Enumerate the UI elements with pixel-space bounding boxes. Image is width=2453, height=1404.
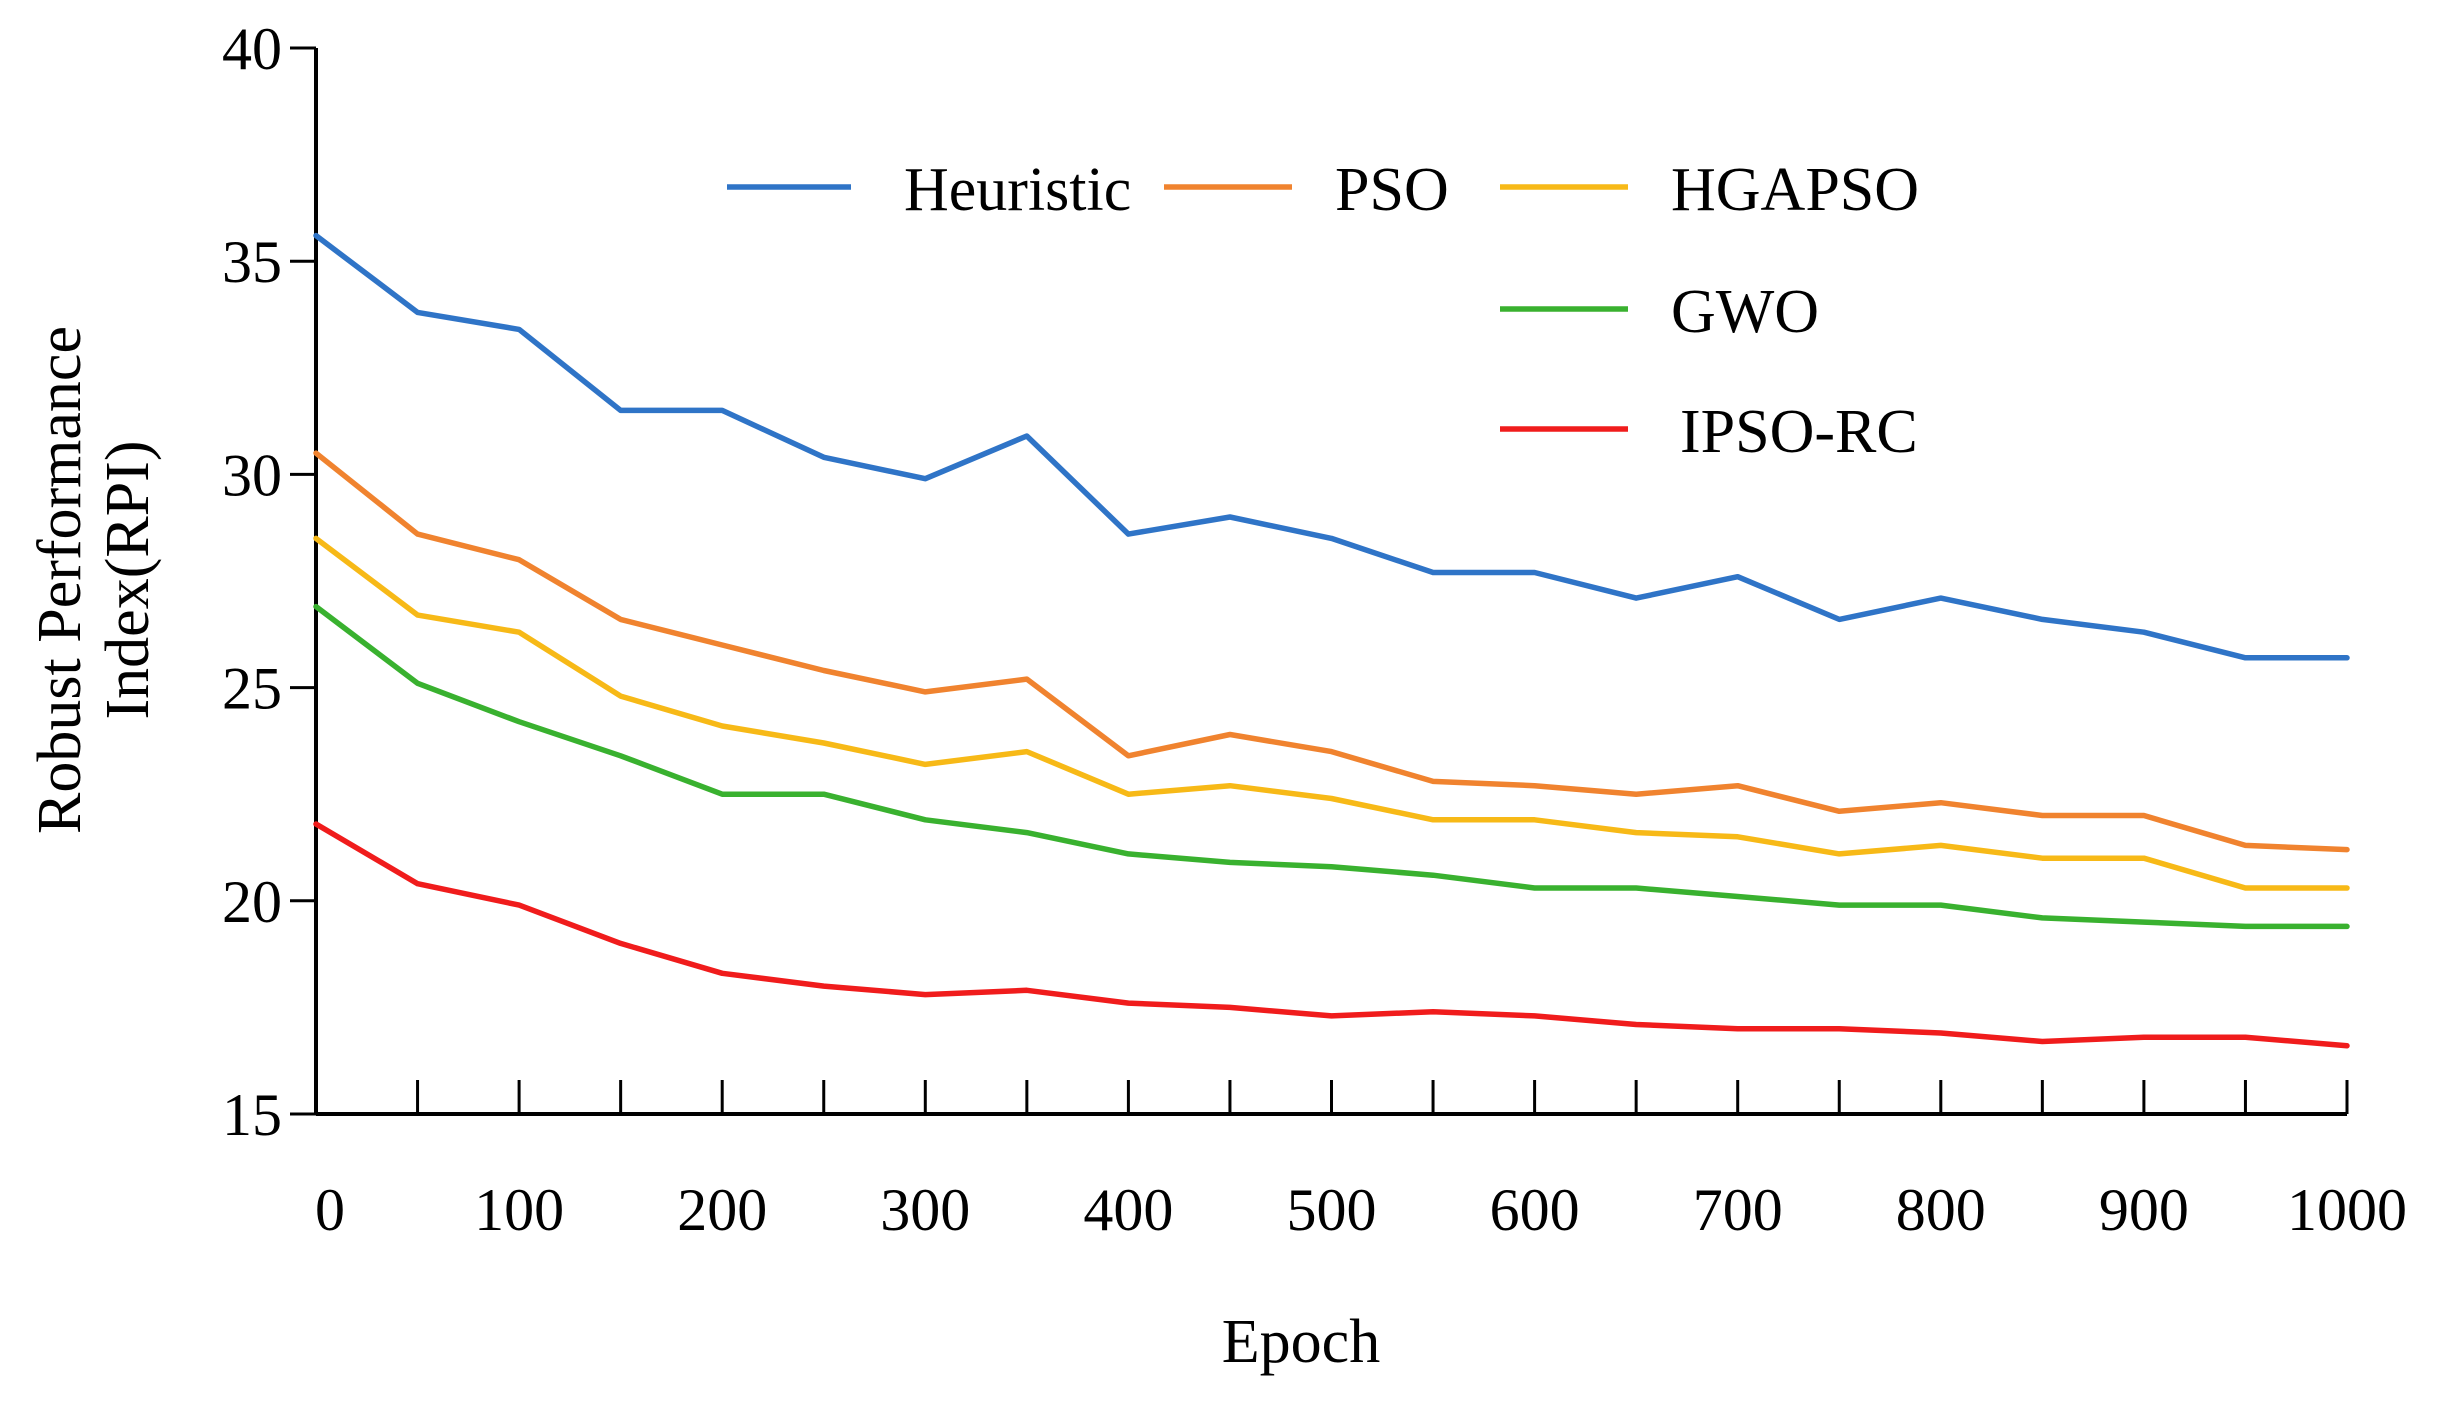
legend: Heuristic PSO HGAPSO GWO IPSO-RC — [727, 156, 1919, 466]
series-line-pso — [313, 450, 2350, 853]
x-tick-label: 900 — [2099, 1177, 2189, 1243]
legend-label-hgapso: HGAPSO — [1671, 156, 1919, 224]
x-axis-label: Epoch — [1222, 1308, 1380, 1376]
y-tick-label: 15 — [222, 1082, 282, 1148]
series-line-ipso-rc — [313, 821, 2350, 1049]
x-tick-label: 400 — [1083, 1177, 1173, 1243]
series-lines — [313, 232, 2350, 1049]
series-line-hgapso — [313, 535, 2350, 891]
y-tick-label: 35 — [222, 229, 282, 295]
x-tick-label: 200 — [677, 1177, 767, 1243]
x-tick-label: 700 — [1693, 1177, 1783, 1243]
legend-label-heuristic: Heuristic — [904, 156, 1131, 224]
x-tick-label: 500 — [1287, 1177, 1377, 1243]
x-tick-label: 800 — [1896, 1177, 1986, 1243]
legend-label-gwo: GWO — [1671, 278, 1819, 346]
y-axis-label-line-2: Index(RPI) — [94, 441, 162, 720]
x-tick-label: 600 — [1490, 1177, 1580, 1243]
x-tick-label: 1000 — [2287, 1177, 2407, 1243]
x-tick-label: 100 — [474, 1177, 564, 1243]
x-ticks: 0 100 200 300 400 500 600 700 800 900 1000 — [314, 1080, 2407, 1243]
y-tick-label: 20 — [222, 869, 282, 935]
y-tick-label: 30 — [222, 442, 282, 508]
axes: 0 100 200 300 400 500 600 700 800 900 1000 15 20 25 3… — [222, 16, 2407, 1243]
legend-label-ipso-rc: IPSO-RC — [1680, 398, 1918, 466]
y-axis-label-line-1: Robust Performance — [26, 326, 94, 834]
x-tick-label: 300 — [880, 1177, 970, 1243]
y-axis-label: Robust Performance Index(RPI) — [26, 326, 162, 834]
legend-label-pso: PSO — [1335, 156, 1449, 224]
series-line-heuristic — [313, 232, 2350, 661]
x-tick-label: 0 — [315, 1177, 345, 1243]
y-tick-label: 40 — [222, 16, 282, 82]
series-line-gwo — [313, 603, 2350, 930]
y-tick-label: 25 — [222, 656, 282, 722]
y-ticks: 15 20 25 30 35 40 — [222, 16, 316, 1148]
